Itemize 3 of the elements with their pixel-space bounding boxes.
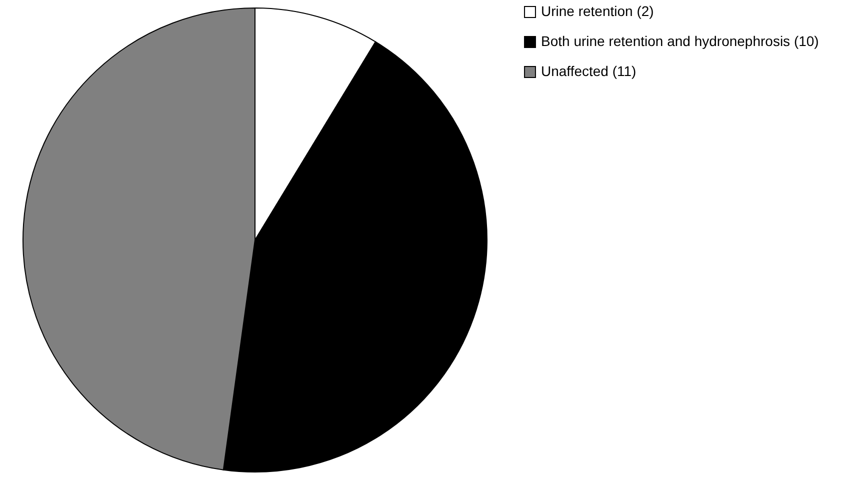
legend-label: Unaffected (11) (541, 63, 636, 79)
legend-label: Urine retention (2) (541, 3, 654, 19)
legend-label: Both urine retention and hydronephrosis (10) (541, 33, 819, 49)
